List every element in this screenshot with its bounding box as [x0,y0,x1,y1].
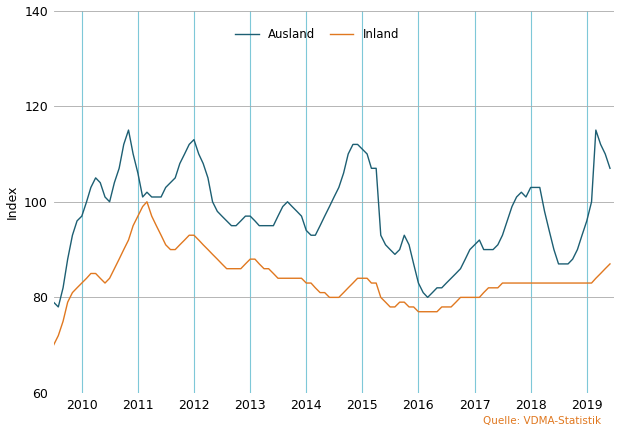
Text: Quelle: VDMA-Statistik: Quelle: VDMA-Statistik [483,416,601,426]
Y-axis label: Index: Index [6,184,19,219]
Line: Inland: Inland [53,202,610,345]
Line: Ausland: Ausland [53,130,610,307]
Legend: Ausland, Inland: Ausland, Inland [235,28,399,41]
